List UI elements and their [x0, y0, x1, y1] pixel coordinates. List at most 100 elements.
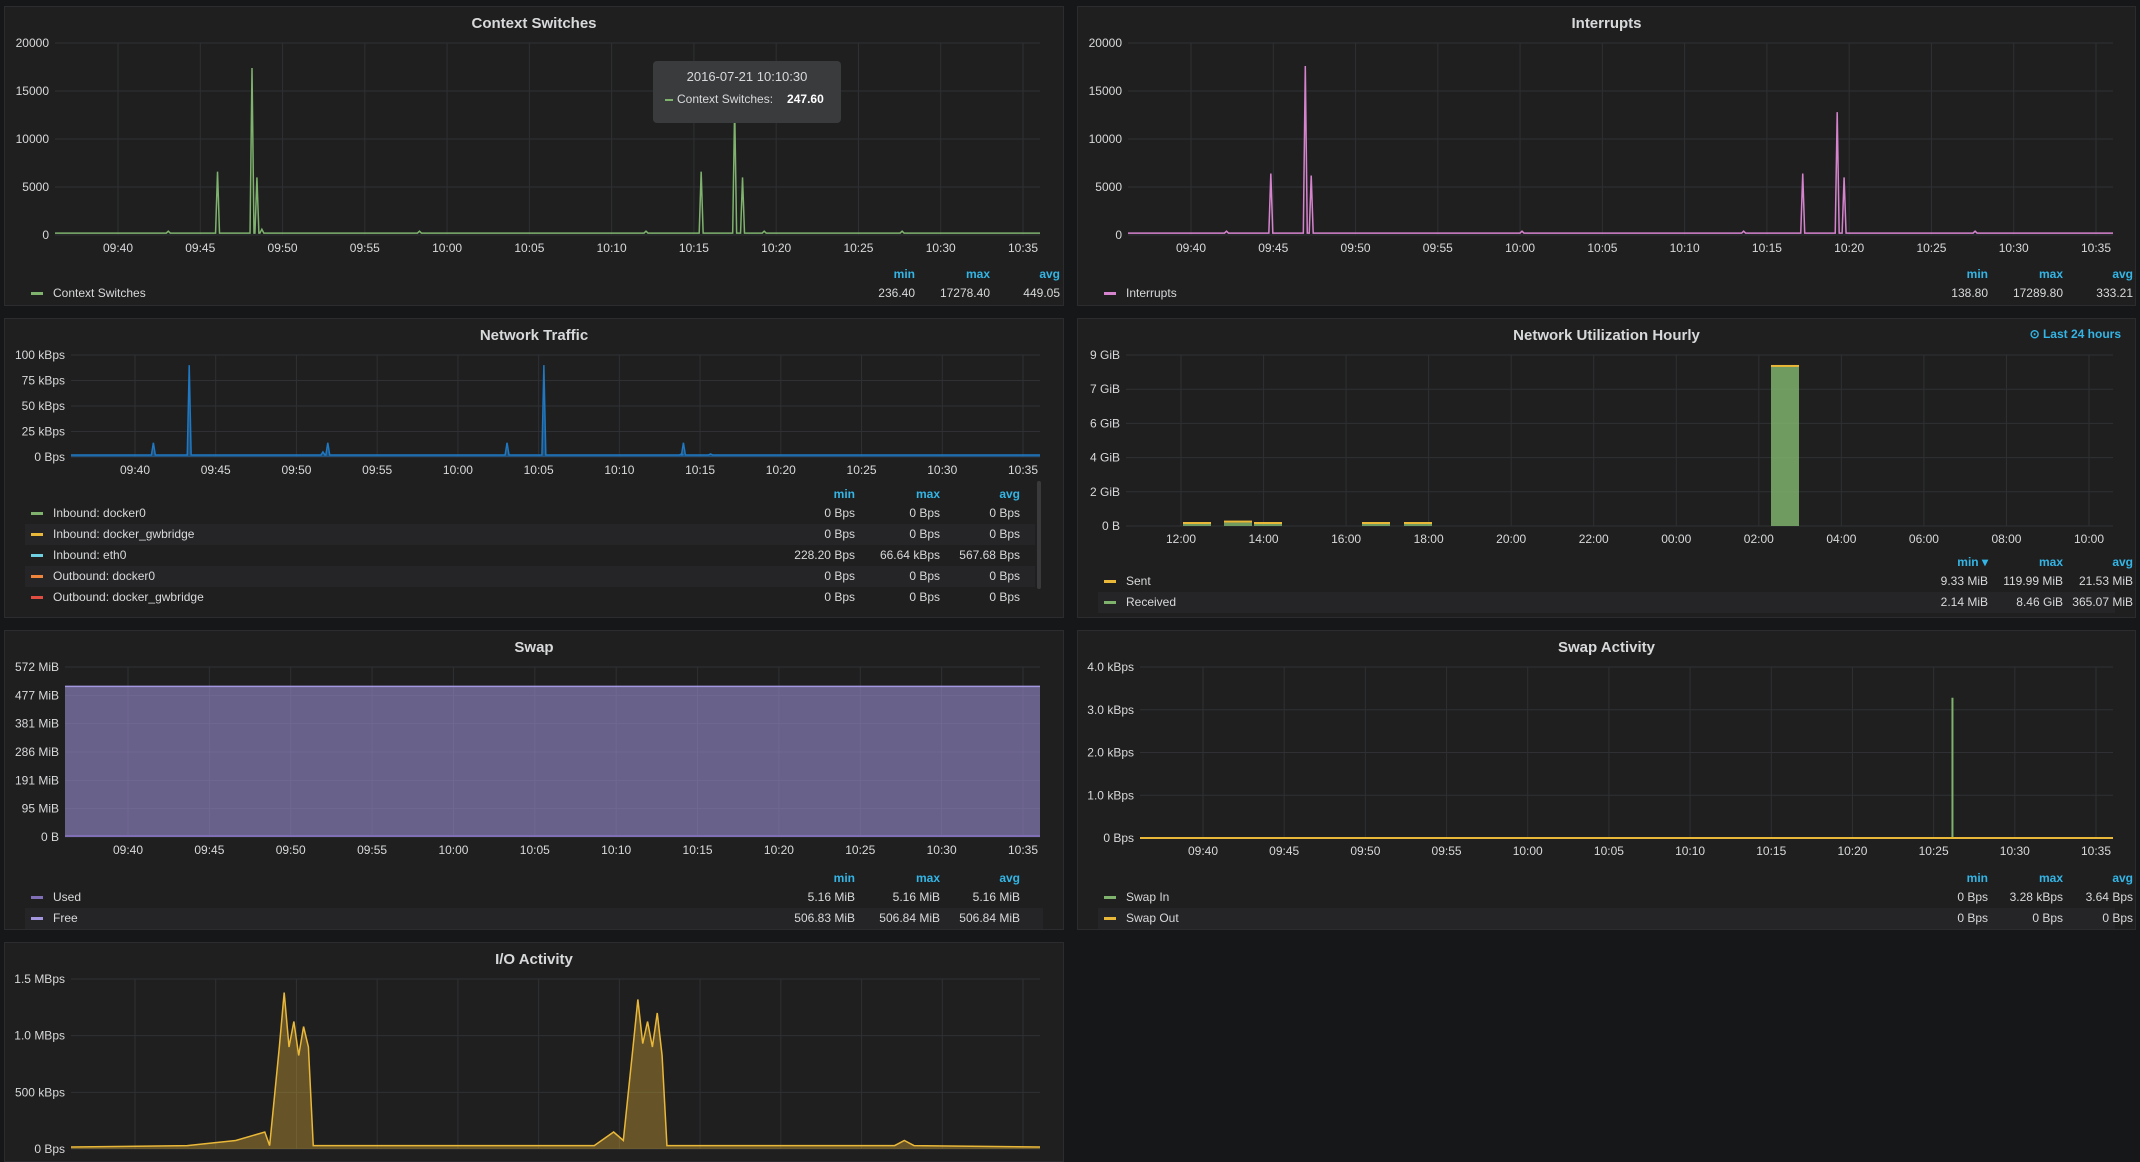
x-tick-label: 09:55: [1423, 241, 1453, 255]
panel-title[interactable]: Context Switches: [471, 15, 597, 32]
legend-header-min[interactable]: min: [1966, 267, 1988, 281]
x-tick-label: 12:00: [1166, 532, 1196, 546]
panel-title[interactable]: Network Traffic: [479, 327, 589, 344]
legend-row[interactable]: Swap Out 0 Bps 0 Bps 0 Bps: [1098, 908, 2133, 929]
legend-color-swatch[interactable]: [31, 575, 43, 578]
swap-chart[interactable]: 572 MiB 477 MiB 381 MiB 286 MiB 191 MiB 95 Mi…: [5, 631, 1065, 871]
legend-row[interactable]: Sent 9.33 MiB 119.99 MiB 21.53 MiB: [1098, 571, 2133, 592]
legend-header-max[interactable]: max: [915, 871, 940, 885]
sent-bar[interactable]: [1183, 522, 1211, 524]
legend-series-name[interactable]: Outbound: docker_gwbridge: [53, 590, 204, 604]
legend-color-swatch[interactable]: [31, 512, 43, 515]
legend-row[interactable]: Swap In 0 Bps 3.28 kBps 3.64 Bps: [1098, 887, 2133, 908]
legend-header-avg[interactable]: avg: [2112, 267, 2133, 281]
legend-color-swatch[interactable]: [1104, 601, 1116, 604]
legend-color-swatch[interactable]: [1104, 292, 1116, 295]
legend-series-name[interactable]: Swap In: [1126, 890, 1170, 904]
legend-header-max[interactable]: max: [965, 267, 990, 281]
context-switches-chart[interactable]: 20000 15000 10000 5000 0 09:40 09:45 09:50 09:55…: [5, 7, 1065, 267]
legend-series-name[interactable]: Outbound: docker0: [53, 569, 156, 583]
legend-row[interactable]: Outbound: docker0 0 Bps 0 Bps 0 Bps: [25, 566, 1035, 587]
legend-max-value: 0 Bps: [2032, 911, 2063, 925]
x-tick-label: 10:30: [926, 241, 956, 255]
legend-scrollbar[interactable]: [1037, 481, 1041, 589]
panel-title[interactable]: I/O Activity: [495, 951, 573, 968]
received-bar[interactable]: [1183, 524, 1211, 526]
legend-header: min max avg: [25, 265, 1060, 283]
legend-color-swatch[interactable]: [31, 292, 43, 295]
legend-row[interactable]: Interrupts 138.80 17289.80 333.21: [1098, 283, 2133, 304]
x-tick-label: 10:00: [1505, 241, 1535, 255]
legend-max-value: 0 Bps: [909, 590, 940, 604]
legend-header-avg[interactable]: avg: [1039, 267, 1060, 281]
legend-color-swatch[interactable]: [1104, 917, 1116, 920]
panel-title[interactable]: Interrupts: [1571, 15, 1642, 32]
io-activity-chart[interactable]: 1.5 MBps 1.0 MBps 500 kBps 0 Bps: [5, 943, 1065, 1156]
legend-header-avg[interactable]: avg: [999, 487, 1020, 501]
legend-header-max[interactable]: max: [915, 487, 940, 501]
legend-row[interactable]: Received 2.14 MiB 8.46 GiB 365.07 MiB: [1098, 592, 2133, 613]
legend-row[interactable]: Used 5.16 MiB 5.16 MiB 5.16 MiB: [25, 887, 1043, 908]
legend-header-min[interactable]: min: [1966, 871, 1988, 885]
legend-header-max[interactable]: max: [2038, 267, 2063, 281]
legend-color-swatch[interactable]: [31, 554, 43, 557]
legend-header-max[interactable]: max: [2038, 871, 2063, 885]
legend-series-name[interactable]: Inbound: eth0: [53, 548, 127, 562]
legend-color-swatch[interactable]: [31, 533, 43, 536]
network-traffic-chart[interactable]: 100 kBps 75 kBps 50 kBps 25 kBps 0 Bps 09:40 0…: [5, 319, 1065, 489]
legend-row[interactable]: Inbound: docker0 0 Bps 0 Bps 0 Bps: [25, 503, 1035, 524]
panel-title[interactable]: Network Utilization Hourly: [1513, 327, 1700, 344]
legend-row[interactable]: Free 506.83 MiB 506.84 MiB 506.84 MiB: [25, 908, 1043, 929]
legend-header-avg[interactable]: avg: [2112, 555, 2133, 569]
received-bar[interactable]: [1254, 524, 1282, 526]
legend-series-name[interactable]: Free: [53, 911, 78, 925]
legend-color-swatch[interactable]: [31, 896, 43, 899]
legend-header-min[interactable]: min ▾: [1957, 555, 1988, 569]
legend-series-name[interactable]: Sent: [1126, 574, 1151, 588]
received-bar[interactable]: [1362, 524, 1390, 526]
y-tick-label: 6 GiB: [1090, 416, 1120, 430]
legend-max-value: 506.84 MiB: [879, 911, 940, 925]
legend-row[interactable]: Inbound: docker_gwbridge 0 Bps 0 Bps 0 Bps: [25, 524, 1035, 545]
legend-series-name[interactable]: Received: [1126, 595, 1177, 609]
legend-row[interactable]: Inbound: eth0 228.20 Bps 66.64 kBps 567.68 …: [25, 545, 1035, 566]
legend-series-name[interactable]: Interrupts: [1126, 286, 1177, 300]
sent-bar[interactable]: [1771, 364, 1799, 367]
legend-row[interactable]: Context Switches 236.40 17278.40 449.05: [25, 283, 1060, 304]
legend-header-max[interactable]: max: [2038, 555, 2063, 569]
legend-header-avg[interactable]: avg: [2112, 871, 2133, 885]
panel-title[interactable]: Swap: [514, 639, 554, 656]
legend-series-name[interactable]: Swap Out: [1126, 911, 1179, 925]
sent-bar[interactable]: [1404, 522, 1432, 524]
received-bar[interactable]: [1404, 524, 1432, 526]
y-tick-label: 10000: [16, 132, 50, 146]
legend-color-swatch[interactable]: [1104, 580, 1116, 583]
network-utilization-chart[interactable]: 9 GiB 7 GiB 6 GiB 4 GiB 2 GiB 0 B 12:00 14:00 16…: [1078, 319, 2137, 549]
legend-header-min[interactable]: min: [833, 871, 855, 885]
received-bar[interactable]: [1771, 366, 1799, 526]
legend-series-name[interactable]: Inbound: docker0: [53, 506, 146, 520]
sent-bar[interactable]: [1254, 522, 1282, 524]
legend-header-min[interactable]: min: [893, 267, 915, 281]
panel-title[interactable]: Swap Activity: [1558, 639, 1655, 656]
sent-bar[interactable]: [1362, 522, 1390, 524]
legend-header-avg[interactable]: avg: [999, 871, 1020, 885]
x-tick-label: 10:20: [1834, 241, 1864, 255]
x-tick-label: 09:50: [268, 241, 298, 255]
time-range-badge[interactable]: ⊙ Last 24 hours: [2029, 327, 2121, 341]
interrupts-chart[interactable]: 20000 15000 10000 5000 0 09:40 09:45 09:50 09:55…: [1078, 7, 2137, 267]
legend-series-name[interactable]: Context Switches: [53, 286, 146, 300]
legend-color-swatch[interactable]: [31, 596, 43, 599]
sent-bar[interactable]: [1224, 520, 1252, 523]
x-tick-label: 10:00: [438, 843, 468, 857]
y-tick-label: 0 Bps: [1103, 831, 1134, 845]
received-bar[interactable]: [1224, 522, 1252, 526]
legend-series-name[interactable]: Used: [53, 890, 82, 904]
legend: min max avg Interrupts 138.80 17289.80 333.21: [1098, 265, 2133, 304]
swap-activity-chart[interactable]: 4.0 kBps 3.0 kBps 2.0 kBps 1.0 kBps 0 Bps 09:…: [1078, 631, 2137, 871]
legend-header-min[interactable]: min: [833, 487, 855, 501]
legend-series-name[interactable]: Inbound: docker_gwbridge: [53, 527, 195, 541]
legend-row[interactable]: Outbound: docker_gwbridge 0 Bps 0 Bps 0 Bps: [25, 587, 1035, 608]
legend-color-swatch[interactable]: [31, 917, 43, 920]
legend-color-swatch[interactable]: [1104, 896, 1116, 899]
